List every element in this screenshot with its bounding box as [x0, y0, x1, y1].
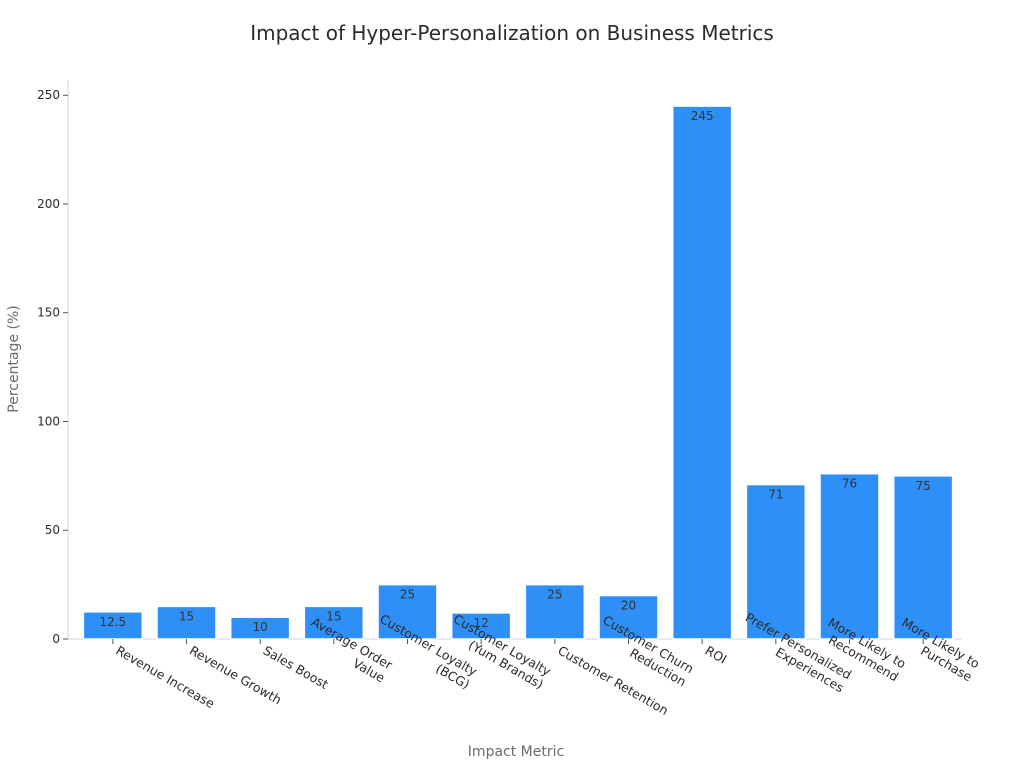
y-tick-label: 250	[37, 88, 60, 102]
data-label: 15	[326, 609, 341, 623]
x-tick-label: Sales Boost	[261, 643, 331, 692]
bar	[377, 583, 438, 640]
y-tick-label: 0	[52, 632, 60, 646]
bars: 12.5 15 10 15 25 12 25 20 245 71 76 75	[82, 105, 954, 640]
chart-title: Impact of Hyper-Personalization on Busin…	[250, 21, 774, 45]
y-axis-title: Percentage (%)	[6, 305, 22, 412]
x-axis-title: Impact Metric	[468, 744, 564, 760]
bar	[892, 475, 954, 640]
data-label: 71	[768, 488, 783, 502]
data-label: 76	[842, 477, 857, 491]
data-label: 12	[474, 616, 489, 630]
y-tick-label: 200	[37, 197, 60, 211]
bar	[524, 583, 586, 640]
x-tick-label-line: Sales Boost	[261, 643, 331, 692]
y-tick-label: 100	[37, 414, 60, 428]
bar	[819, 472, 880, 640]
bar	[303, 605, 365, 640]
data-label: 15	[179, 609, 194, 623]
y-tick-label: 150	[37, 306, 60, 320]
data-label: 75	[916, 479, 931, 493]
bar	[671, 105, 733, 640]
x-tick-label: ROI	[703, 643, 730, 667]
bar	[745, 483, 807, 640]
y-tick-label: 50	[45, 523, 60, 537]
data-label: 25	[547, 588, 562, 602]
bar	[82, 611, 144, 640]
data-label: 10	[253, 620, 268, 634]
data-label: 12.5	[99, 615, 126, 629]
x-tick-label-line: ROI	[703, 643, 730, 667]
data-label: 245	[691, 109, 714, 123]
bar	[450, 612, 512, 640]
y-axis-ticks: 0 50 100 150 200 250	[37, 88, 68, 646]
data-label: 20	[621, 598, 636, 612]
data-label: 25	[400, 588, 415, 602]
